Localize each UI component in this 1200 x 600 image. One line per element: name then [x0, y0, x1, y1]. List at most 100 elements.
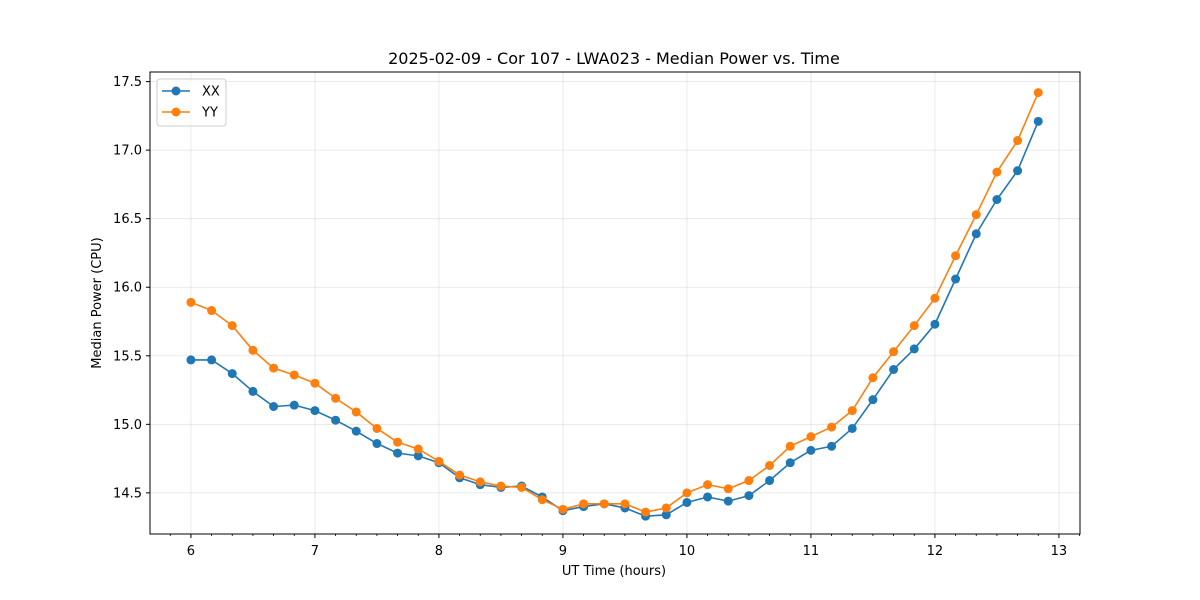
series-yy	[186, 88, 1043, 517]
y-tick-label: 15.5	[113, 349, 142, 364]
data-point-yy	[971, 210, 981, 220]
y-tick-label: 15.0	[113, 418, 142, 433]
data-point-xx	[661, 510, 671, 520]
y-tick-label: 16.0	[113, 281, 142, 296]
x-tick-label: 11	[803, 544, 820, 559]
x-tick-label: 8	[435, 544, 443, 559]
data-point-yy	[496, 481, 506, 491]
x-tick-label: 12	[927, 544, 944, 559]
series-line-yy	[190, 92, 1039, 513]
legend: XX YY	[156, 78, 227, 127]
data-point-yy	[620, 499, 630, 509]
data-point-yy	[703, 480, 713, 490]
data-point-xx	[393, 448, 403, 458]
data-point-xx	[289, 400, 299, 410]
x-tick-label: 7	[311, 544, 319, 559]
data-point-xx	[207, 355, 217, 365]
data-point-yy	[930, 293, 940, 303]
data-point-xx	[971, 229, 981, 239]
data-point-xx	[847, 423, 857, 433]
data-point-xx	[723, 496, 733, 506]
data-point-yy	[207, 306, 217, 316]
y-tick-label: 17.5	[113, 75, 142, 90]
data-point-yy	[248, 345, 258, 355]
data-point-yy	[475, 477, 485, 487]
data-point-yy	[289, 370, 299, 380]
data-point-yy	[434, 456, 444, 466]
legend-marker	[171, 86, 181, 96]
data-point-yy	[517, 482, 527, 492]
legend-entry-yy: YY	[162, 106, 218, 121]
x-tick-label: 9	[559, 544, 567, 559]
data-point-yy	[868, 373, 878, 383]
data-point-xx	[413, 451, 423, 461]
data-point-xx	[372, 439, 382, 449]
data-point-xx	[909, 344, 919, 354]
data-point-xx	[889, 364, 899, 374]
data-point-xx	[827, 441, 837, 451]
plot-frame	[149, 71, 1081, 535]
data-point-yy	[558, 504, 568, 514]
data-point-xx	[248, 386, 258, 396]
data-point-xx	[186, 355, 196, 365]
data-point-xx	[1013, 166, 1023, 176]
x-tick-label: 10	[679, 544, 696, 559]
data-point-yy	[909, 321, 919, 331]
data-point-xx	[868, 395, 878, 405]
x-axis-ticks: 6 7 8 9 10 11 12 13	[169, 534, 1080, 559]
data-point-xx	[227, 369, 237, 379]
data-point-yy	[765, 460, 775, 470]
y-tick-label: 14.5	[113, 486, 142, 501]
chart-title: 2025-02-09 - Cor 107 - LWA023 - Median P…	[388, 49, 840, 68]
data-point-yy	[455, 470, 465, 480]
data-point-yy	[372, 423, 382, 433]
data-point-yy	[599, 499, 609, 509]
data-point-yy	[661, 503, 671, 513]
data-point-yy	[186, 297, 196, 307]
y-tick-label: 17.0	[113, 144, 142, 159]
data-point-xx	[351, 426, 361, 436]
data-point-yy	[269, 363, 279, 373]
y-axis-label: Median Power (CPU)	[90, 237, 105, 368]
series-layer	[186, 88, 1043, 521]
data-point-xx	[806, 445, 816, 455]
y-tick-label: 16.5	[113, 212, 142, 227]
data-point-yy	[682, 488, 692, 498]
data-point-xx	[682, 497, 692, 507]
x-axis-label: UT Time (hours)	[562, 564, 666, 579]
data-point-yy	[1033, 88, 1043, 98]
legend-label: XX	[202, 85, 220, 100]
series-line-xx	[190, 121, 1039, 517]
legend-entry-xx: XX	[162, 85, 220, 100]
data-point-xx	[1033, 116, 1043, 126]
data-point-yy	[537, 495, 547, 505]
x-tick-label: 13	[1051, 544, 1068, 559]
data-point-yy	[951, 251, 961, 261]
data-point-yy	[641, 507, 651, 517]
data-point-yy	[827, 422, 837, 432]
data-point-yy	[579, 499, 589, 509]
grid	[150, 72, 1080, 534]
x-tick-label: 6	[187, 544, 195, 559]
data-point-yy	[992, 167, 1002, 177]
data-point-yy	[1013, 136, 1023, 146]
data-point-xx	[331, 415, 341, 425]
data-point-xx	[785, 458, 795, 468]
data-point-yy	[331, 393, 341, 403]
data-point-xx	[930, 319, 940, 329]
data-point-yy	[889, 347, 899, 357]
data-point-xx	[951, 274, 961, 284]
data-point-yy	[351, 407, 361, 417]
legend-label: YY	[201, 106, 218, 121]
data-point-yy	[723, 484, 733, 494]
data-point-yy	[413, 444, 423, 454]
data-point-yy	[227, 321, 237, 331]
data-point-yy	[785, 441, 795, 451]
data-point-xx	[744, 491, 754, 501]
data-point-xx	[269, 402, 279, 412]
data-point-xx	[310, 406, 320, 416]
data-point-yy	[310, 378, 320, 388]
data-point-xx	[703, 492, 713, 502]
data-point-yy	[806, 432, 816, 442]
y-axis-ticks: 14.5 15.0 15.5 16.0 16.5 17.0 17.5	[113, 75, 150, 501]
